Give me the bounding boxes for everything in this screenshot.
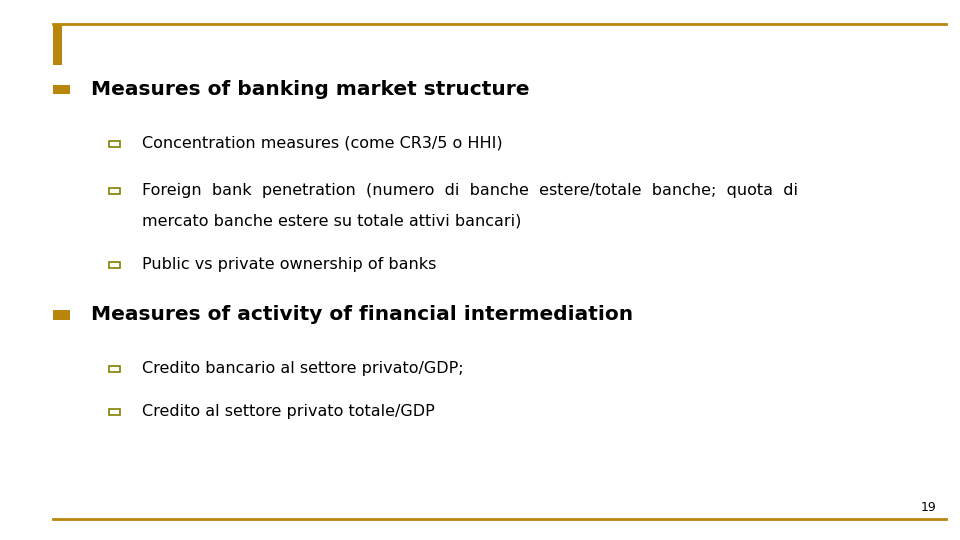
Text: Concentration measures (come CR3/5 o HHI): Concentration measures (come CR3/5 o HHI… (142, 136, 503, 151)
Text: 19: 19 (921, 501, 936, 514)
Bar (109, 262, 120, 268)
Text: Credito al settore privato totale/GDP: Credito al settore privato totale/GDP (142, 404, 435, 419)
Bar (109, 366, 120, 372)
Bar (53, 24, 62, 65)
Text: mercato banche estere su totale attivi bancari): mercato banche estere su totale attivi b… (142, 214, 521, 229)
Text: Public vs private ownership of banks: Public vs private ownership of banks (142, 257, 437, 272)
Text: Measures of activity of financial intermediation: Measures of activity of financial interm… (91, 305, 634, 324)
Text: Foreign  bank  penetration  (numero  di  banche  estere/totale  banche;  quota  : Foreign bank penetration (numero di banc… (142, 183, 798, 198)
Text: Measures of banking market structure: Measures of banking market structure (91, 79, 530, 99)
Bar (53, 310, 70, 320)
Bar (109, 188, 120, 194)
Bar (53, 85, 70, 94)
Bar (109, 141, 120, 147)
Text: Credito bancario al settore privato/GDP;: Credito bancario al settore privato/GDP; (142, 361, 464, 376)
Bar (109, 409, 120, 415)
